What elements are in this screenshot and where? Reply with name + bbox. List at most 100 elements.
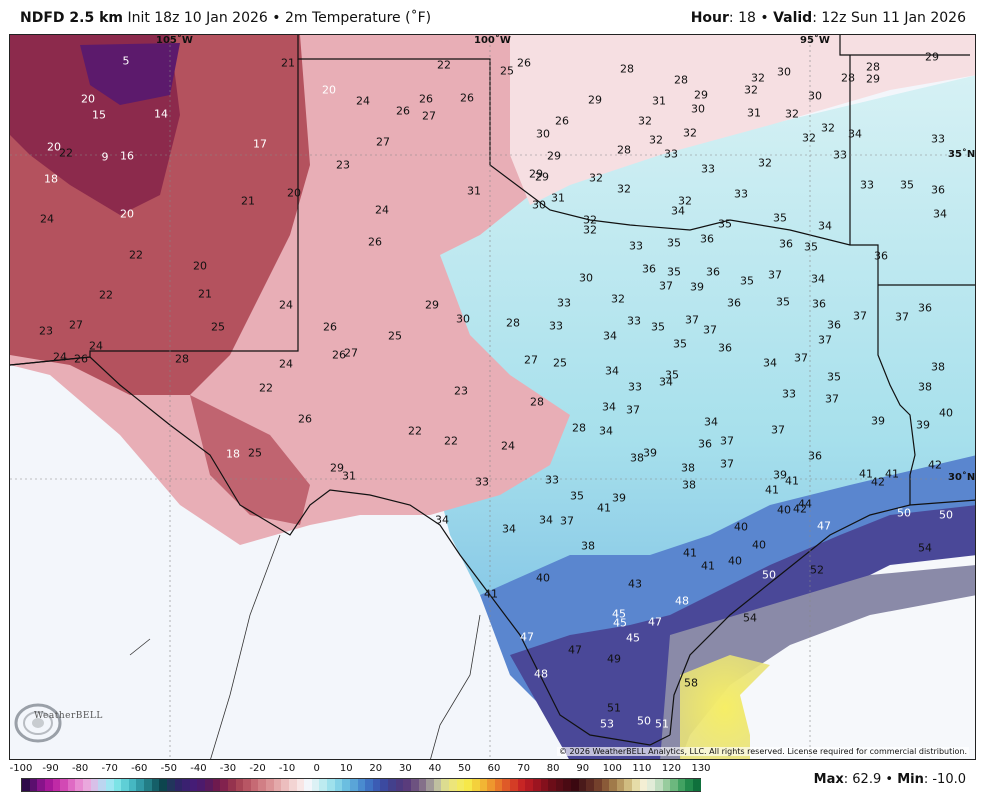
temperature-label: 27 bbox=[422, 109, 436, 123]
temperature-label: 51 bbox=[607, 701, 621, 715]
temperature-label: 24 bbox=[356, 94, 370, 108]
colorbar-swatch bbox=[327, 779, 335, 791]
temperature-label: 27 bbox=[344, 346, 358, 360]
colorbar-swatch bbox=[464, 779, 472, 791]
temperature-label: 37 bbox=[659, 279, 673, 293]
colorbar-swatch bbox=[29, 779, 38, 791]
temperature-label: 23 bbox=[39, 324, 53, 338]
temperature-label: 39 bbox=[773, 468, 787, 482]
colorbar-swatch bbox=[586, 779, 594, 791]
temperature-label: 29 bbox=[535, 170, 549, 184]
temperature-label: 21 bbox=[241, 194, 255, 208]
lon-label-105w: 105˚W bbox=[156, 35, 193, 46]
temperature-label: 34 bbox=[602, 400, 616, 414]
colorbar-swatch bbox=[266, 779, 274, 791]
temperature-label: 50 bbox=[762, 568, 776, 582]
temperature-label: 35 bbox=[651, 320, 665, 334]
max-label: Max bbox=[813, 772, 844, 787]
temperature-label: 36 bbox=[918, 301, 932, 315]
colorbar-swatch bbox=[395, 779, 404, 791]
temperature-label: 38 bbox=[931, 360, 945, 374]
temperature-label: 20 bbox=[287, 186, 301, 200]
colorbar-tick-label: -10 bbox=[278, 763, 296, 774]
temperature-label: 45 bbox=[613, 616, 627, 630]
colorbar-tick-label: 80 bbox=[546, 763, 560, 774]
state-boundaries bbox=[10, 35, 975, 746]
colorbar-tick-label: -20 bbox=[249, 763, 266, 774]
temperature-label: 20 bbox=[322, 83, 336, 97]
temperature-label: 38 bbox=[682, 478, 696, 492]
temperature-label: 33 bbox=[782, 387, 796, 401]
colorbar-tick-label: -30 bbox=[219, 763, 237, 774]
temperature-label: 38 bbox=[630, 451, 644, 465]
temperature-label: 32 bbox=[611, 292, 625, 306]
temperature-label: 33 bbox=[557, 296, 571, 310]
weatherbell-logo: WeatherBELL bbox=[14, 697, 102, 745]
temperature-label: 34 bbox=[599, 424, 613, 438]
temperature-label: 29 bbox=[547, 149, 561, 163]
temperature-label: 34 bbox=[539, 513, 553, 527]
temperature-label: 25 bbox=[248, 446, 262, 460]
temperature-label: 5 bbox=[122, 54, 130, 68]
temperature-label: 41 bbox=[885, 467, 899, 481]
colorbar-swatch bbox=[319, 779, 327, 791]
gulf-coastline bbox=[669, 499, 975, 736]
lon-label-100w: 100˚W bbox=[474, 35, 511, 46]
colorbar-swatch bbox=[296, 779, 305, 791]
colorbar-swatch bbox=[44, 779, 53, 791]
colorbar-swatch bbox=[342, 779, 350, 791]
temperature-label: 27 bbox=[376, 135, 390, 149]
temperature-label: 29 bbox=[588, 93, 602, 107]
colorbar-tick-label: 90 bbox=[576, 763, 590, 774]
temperature-label: 14 bbox=[154, 107, 168, 121]
temperature-label: 18 bbox=[44, 172, 58, 186]
temperature-label: 24 bbox=[40, 212, 54, 226]
colorbar-swatch bbox=[410, 779, 419, 791]
temperature-label: 26 bbox=[332, 348, 346, 362]
temperature-label: 34 bbox=[933, 207, 947, 221]
colorbar-swatch bbox=[685, 779, 693, 791]
temperature-label: 28 bbox=[530, 395, 544, 409]
valid-time: Hour: 18 • Valid: 12z Sun 11 Jan 2026 bbox=[691, 10, 966, 26]
colorbar-swatch bbox=[37, 779, 45, 791]
temperature-map[interactable]: 105˚W 100˚W 95˚W 35˚N 30˚N 5 21 22 25 26 28 28… bbox=[9, 34, 976, 760]
header: NDFD 2.5 km Init 18z 10 Jan 2026 • 2m Te… bbox=[0, 0, 984, 34]
temperature-label: 26 bbox=[396, 104, 410, 118]
colorbar-swatch bbox=[403, 779, 411, 791]
temperature-label: 25 bbox=[500, 64, 514, 78]
colorbar-swatch bbox=[288, 779, 297, 791]
temperature-label: 26 bbox=[517, 56, 531, 70]
lon-label-95w: 95˚W bbox=[800, 35, 830, 46]
temperature-label: 22 bbox=[259, 381, 273, 395]
temperature-label: 26 bbox=[460, 91, 474, 105]
temperature-label: 31 bbox=[551, 191, 565, 205]
temperature-label: 47 bbox=[817, 519, 831, 533]
temperature-label: 20 bbox=[81, 92, 95, 106]
temperature-label: 20 bbox=[47, 140, 61, 154]
temperature-label: 24 bbox=[501, 439, 515, 453]
temperature-label: 36 bbox=[718, 341, 732, 355]
temperature-label: 50 bbox=[939, 508, 953, 522]
temperature-label: 34 bbox=[811, 272, 825, 286]
temperature-label: 32 bbox=[617, 182, 631, 196]
valid-label: Valid bbox=[773, 10, 813, 26]
colorbar-swatch bbox=[388, 779, 396, 791]
temperature-label: 15 bbox=[92, 108, 106, 122]
temperature-label: 21 bbox=[281, 56, 295, 70]
colorbar-swatch bbox=[548, 779, 556, 791]
temperature-label: 37 bbox=[720, 457, 734, 471]
temperature-label: 30 bbox=[532, 198, 546, 212]
temperature-label: 36 bbox=[706, 265, 720, 279]
temperature-label: 28 bbox=[175, 352, 189, 366]
colorbar-tick-label: -40 bbox=[190, 763, 207, 774]
temperature-label: 40 bbox=[536, 571, 550, 585]
colorbar-swatch bbox=[540, 779, 549, 791]
temperature-label: 22 bbox=[408, 424, 422, 438]
colorbar-swatch bbox=[60, 779, 68, 791]
temperature-label: 33 bbox=[701, 162, 715, 176]
map-canvas bbox=[10, 35, 975, 759]
temperature-label: 28 bbox=[506, 316, 520, 330]
temperature-label: 28 bbox=[617, 143, 631, 157]
temperature-label: 41 bbox=[859, 467, 873, 481]
temperature-label: 22 bbox=[437, 58, 451, 72]
